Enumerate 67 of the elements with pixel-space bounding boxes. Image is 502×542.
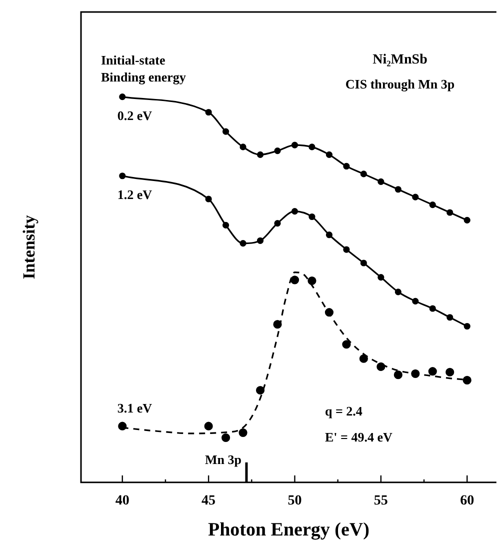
- point: [274, 148, 281, 154]
- point: [274, 220, 281, 227]
- point: [446, 209, 454, 216]
- point: [291, 208, 298, 215]
- annotation: q = 2.4: [325, 403, 363, 418]
- point: [412, 298, 419, 304]
- point: [118, 422, 127, 430]
- point: [343, 162, 350, 170]
- x-tick-label: 60: [460, 493, 474, 508]
- point: [308, 276, 316, 286]
- point: [446, 314, 454, 321]
- point: [205, 108, 212, 116]
- point: [446, 368, 454, 376]
- point: [204, 422, 213, 430]
- point: [429, 201, 436, 208]
- legend-title: Initial-state Binding energy: [101, 52, 186, 84]
- point: [462, 376, 472, 385]
- point: [119, 94, 126, 100]
- point: [429, 305, 436, 312]
- point: [119, 172, 126, 180]
- point: [326, 151, 333, 158]
- x-tick-label: 55: [374, 493, 388, 508]
- chart-subtitle: CIS through Mn 3p: [345, 76, 455, 92]
- point: [256, 151, 264, 158]
- point: [464, 322, 470, 330]
- point: [394, 370, 402, 380]
- point: [324, 308, 334, 317]
- point: [308, 213, 316, 220]
- point: [343, 246, 350, 253]
- point: [290, 276, 300, 284]
- point: [205, 196, 212, 202]
- point: [464, 216, 470, 224]
- point: [291, 142, 298, 148]
- point: [360, 260, 367, 266]
- point: [240, 144, 246, 150]
- point: [378, 178, 384, 185]
- point: [238, 428, 248, 437]
- point: [428, 367, 437, 376]
- series-label: 3.1 eV: [117, 400, 153, 416]
- y-axis-title: Intensity: [19, 214, 38, 280]
- x-tick-label: 40: [115, 493, 130, 508]
- point: [256, 237, 264, 244]
- point: [222, 128, 230, 135]
- x-tick-label: 45: [202, 493, 216, 508]
- point: [256, 386, 265, 395]
- annotation: E' = 49.4 eV: [325, 429, 393, 444]
- point: [360, 170, 367, 178]
- series-label: 0.2 eV: [117, 108, 153, 124]
- chart-title: Ni₂MnSb: [372, 52, 428, 68]
- point: [308, 144, 316, 150]
- point: [240, 240, 246, 247]
- point: [273, 320, 282, 329]
- point: [221, 433, 230, 442]
- point: [412, 194, 419, 200]
- point: [394, 288, 402, 296]
- point: [376, 362, 386, 372]
- point: [342, 340, 351, 349]
- x-tick-label: 50: [288, 493, 302, 508]
- point: [378, 274, 384, 281]
- series-label: 1.2 eV: [117, 187, 153, 202]
- ref-line-label: Mn 3p: [204, 452, 242, 467]
- point: [359, 354, 368, 363]
- point: [411, 369, 420, 378]
- x-axis-title: Photon Energy (eV): [208, 520, 370, 541]
- point: [326, 232, 333, 238]
- point: [394, 186, 402, 193]
- point: [222, 222, 230, 229]
